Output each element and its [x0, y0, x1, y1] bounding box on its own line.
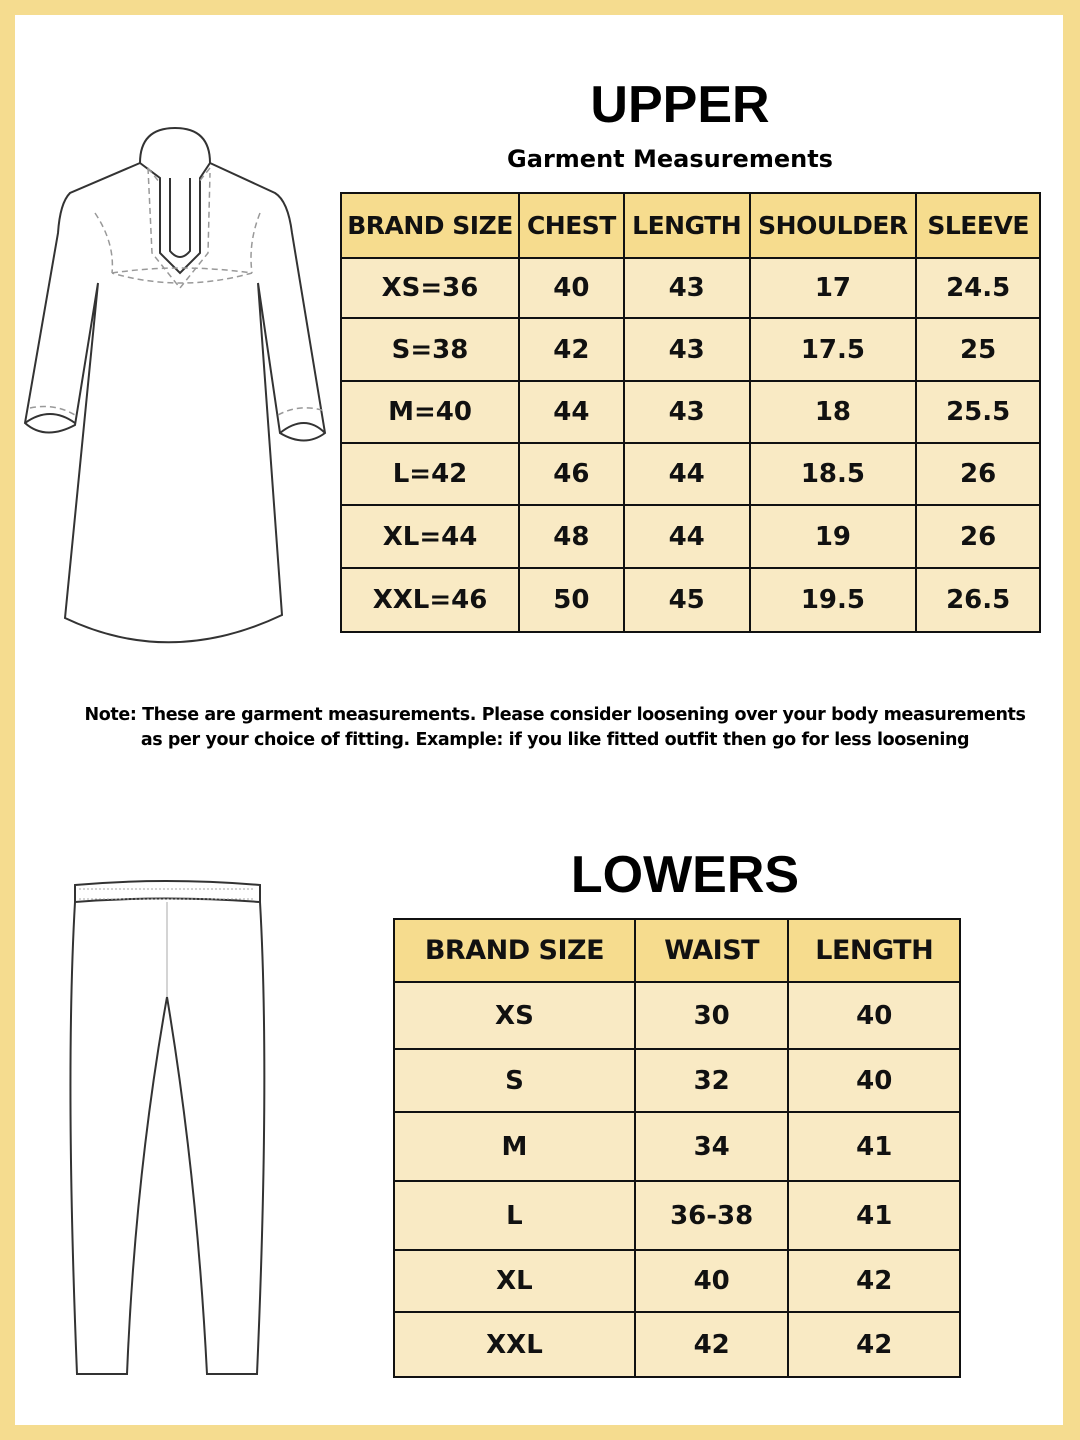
cell: 42 [518, 317, 625, 382]
cell: XXL [393, 1311, 636, 1378]
upper-title: UPPER [590, 76, 770, 134]
table-row: XXL 42 42 [393, 1311, 961, 1378]
cell: 40 [787, 981, 961, 1050]
upper-table: BRAND SIZE CHEST LENGTH SHOULDER SLEEVE … [339, 192, 1041, 633]
cell: 36-38 [633, 1180, 790, 1251]
cell: XL [393, 1249, 636, 1313]
cell: 44 [622, 442, 751, 506]
header-chest: CHEST [518, 192, 625, 259]
cell: 42 [633, 1311, 790, 1378]
cell: 41 [787, 1111, 961, 1182]
cell: 32 [633, 1048, 790, 1113]
upper-subtitle: Garment Measurements [507, 145, 833, 173]
cell: 44 [518, 380, 625, 444]
cell: 25 [915, 317, 1041, 382]
header-brand-size: BRAND SIZE [393, 918, 636, 983]
cell: 43 [622, 257, 751, 319]
table-row: L=42 46 44 18.5 26 [339, 442, 1041, 506]
cell: 19.5 [748, 567, 918, 633]
cell: 24.5 [915, 257, 1041, 319]
table-row: S=38 42 43 17.5 25 [339, 317, 1041, 382]
cell: XS=36 [339, 257, 521, 319]
cell: XL=44 [339, 504, 521, 569]
cell: 40 [787, 1048, 961, 1113]
cell: 26.5 [915, 567, 1041, 633]
table-row: XS=36 40 43 17 24.5 [339, 257, 1041, 319]
cell: 34 [633, 1111, 790, 1182]
header-waist: WAIST [633, 918, 790, 983]
cell: S=38 [339, 317, 521, 382]
table-row: XL 40 42 [393, 1249, 961, 1313]
note-line-2: as per your choice of fitting. Example: … [140, 730, 970, 750]
cell: L=42 [339, 442, 521, 506]
table-row: S 32 40 [393, 1048, 961, 1113]
header-length: LENGTH [787, 918, 961, 983]
upper-header-row: BRAND SIZE CHEST LENGTH SHOULDER SLEEVE [339, 192, 1041, 259]
cell: 25.5 [915, 380, 1041, 444]
table-row: M=40 44 43 18 25.5 [339, 380, 1041, 444]
cell: 50 [518, 567, 625, 633]
header-length: LENGTH [622, 192, 751, 259]
table-row: M 34 41 [393, 1111, 961, 1182]
cell: M [393, 1111, 636, 1182]
header-brand-size: BRAND SIZE [339, 192, 521, 259]
table-row: XS 30 40 [393, 981, 961, 1050]
cell: XS [393, 981, 636, 1050]
cell: 26 [915, 442, 1041, 506]
pants-illustration [69, 880, 266, 1375]
cell: 46 [518, 442, 625, 506]
lowers-header-row: BRAND SIZE WAIST LENGTH [393, 918, 961, 983]
cell: 43 [622, 380, 751, 444]
cell: 40 [518, 257, 625, 319]
lowers-title: LOWERS [570, 846, 800, 904]
cell: 42 [787, 1249, 961, 1313]
cell: 18 [748, 380, 918, 444]
cell: 18.5 [748, 442, 918, 506]
cell: 40 [633, 1249, 790, 1313]
cell: 19 [748, 504, 918, 569]
table-row: XXL=46 50 45 19.5 26.5 [339, 567, 1041, 633]
cell: M=40 [339, 380, 521, 444]
table-row: XL=44 48 44 19 26 [339, 504, 1041, 569]
header-sleeve: SLEEVE [915, 192, 1041, 259]
measurement-note: Note: These are garment measurements. Pl… [75, 703, 1035, 753]
cell: 43 [622, 317, 751, 382]
cell: 44 [622, 504, 751, 569]
cell: 30 [633, 981, 790, 1050]
cell: XXL=46 [339, 567, 521, 633]
cell: 17.5 [748, 317, 918, 382]
table-row: L 36-38 41 [393, 1180, 961, 1251]
cell: L [393, 1180, 636, 1251]
cell: 42 [787, 1311, 961, 1378]
cell: S [393, 1048, 636, 1113]
cell: 48 [518, 504, 625, 569]
note-line-1: Note: These are garment measurements. Pl… [84, 705, 1026, 725]
lowers-table: BRAND SIZE WAIST LENGTH XS 30 40 S 32 40 M 34… [393, 918, 961, 1378]
cell: 17 [748, 257, 918, 319]
kurta-illustration [23, 126, 327, 644]
size-chart: UPPER Garment Measurements BRAND SIZE CH… [15, 15, 1063, 1425]
cell: 45 [622, 567, 751, 633]
header-shoulder: SHOULDER [748, 192, 918, 259]
cell: 41 [787, 1180, 961, 1251]
cell: 26 [915, 504, 1041, 569]
